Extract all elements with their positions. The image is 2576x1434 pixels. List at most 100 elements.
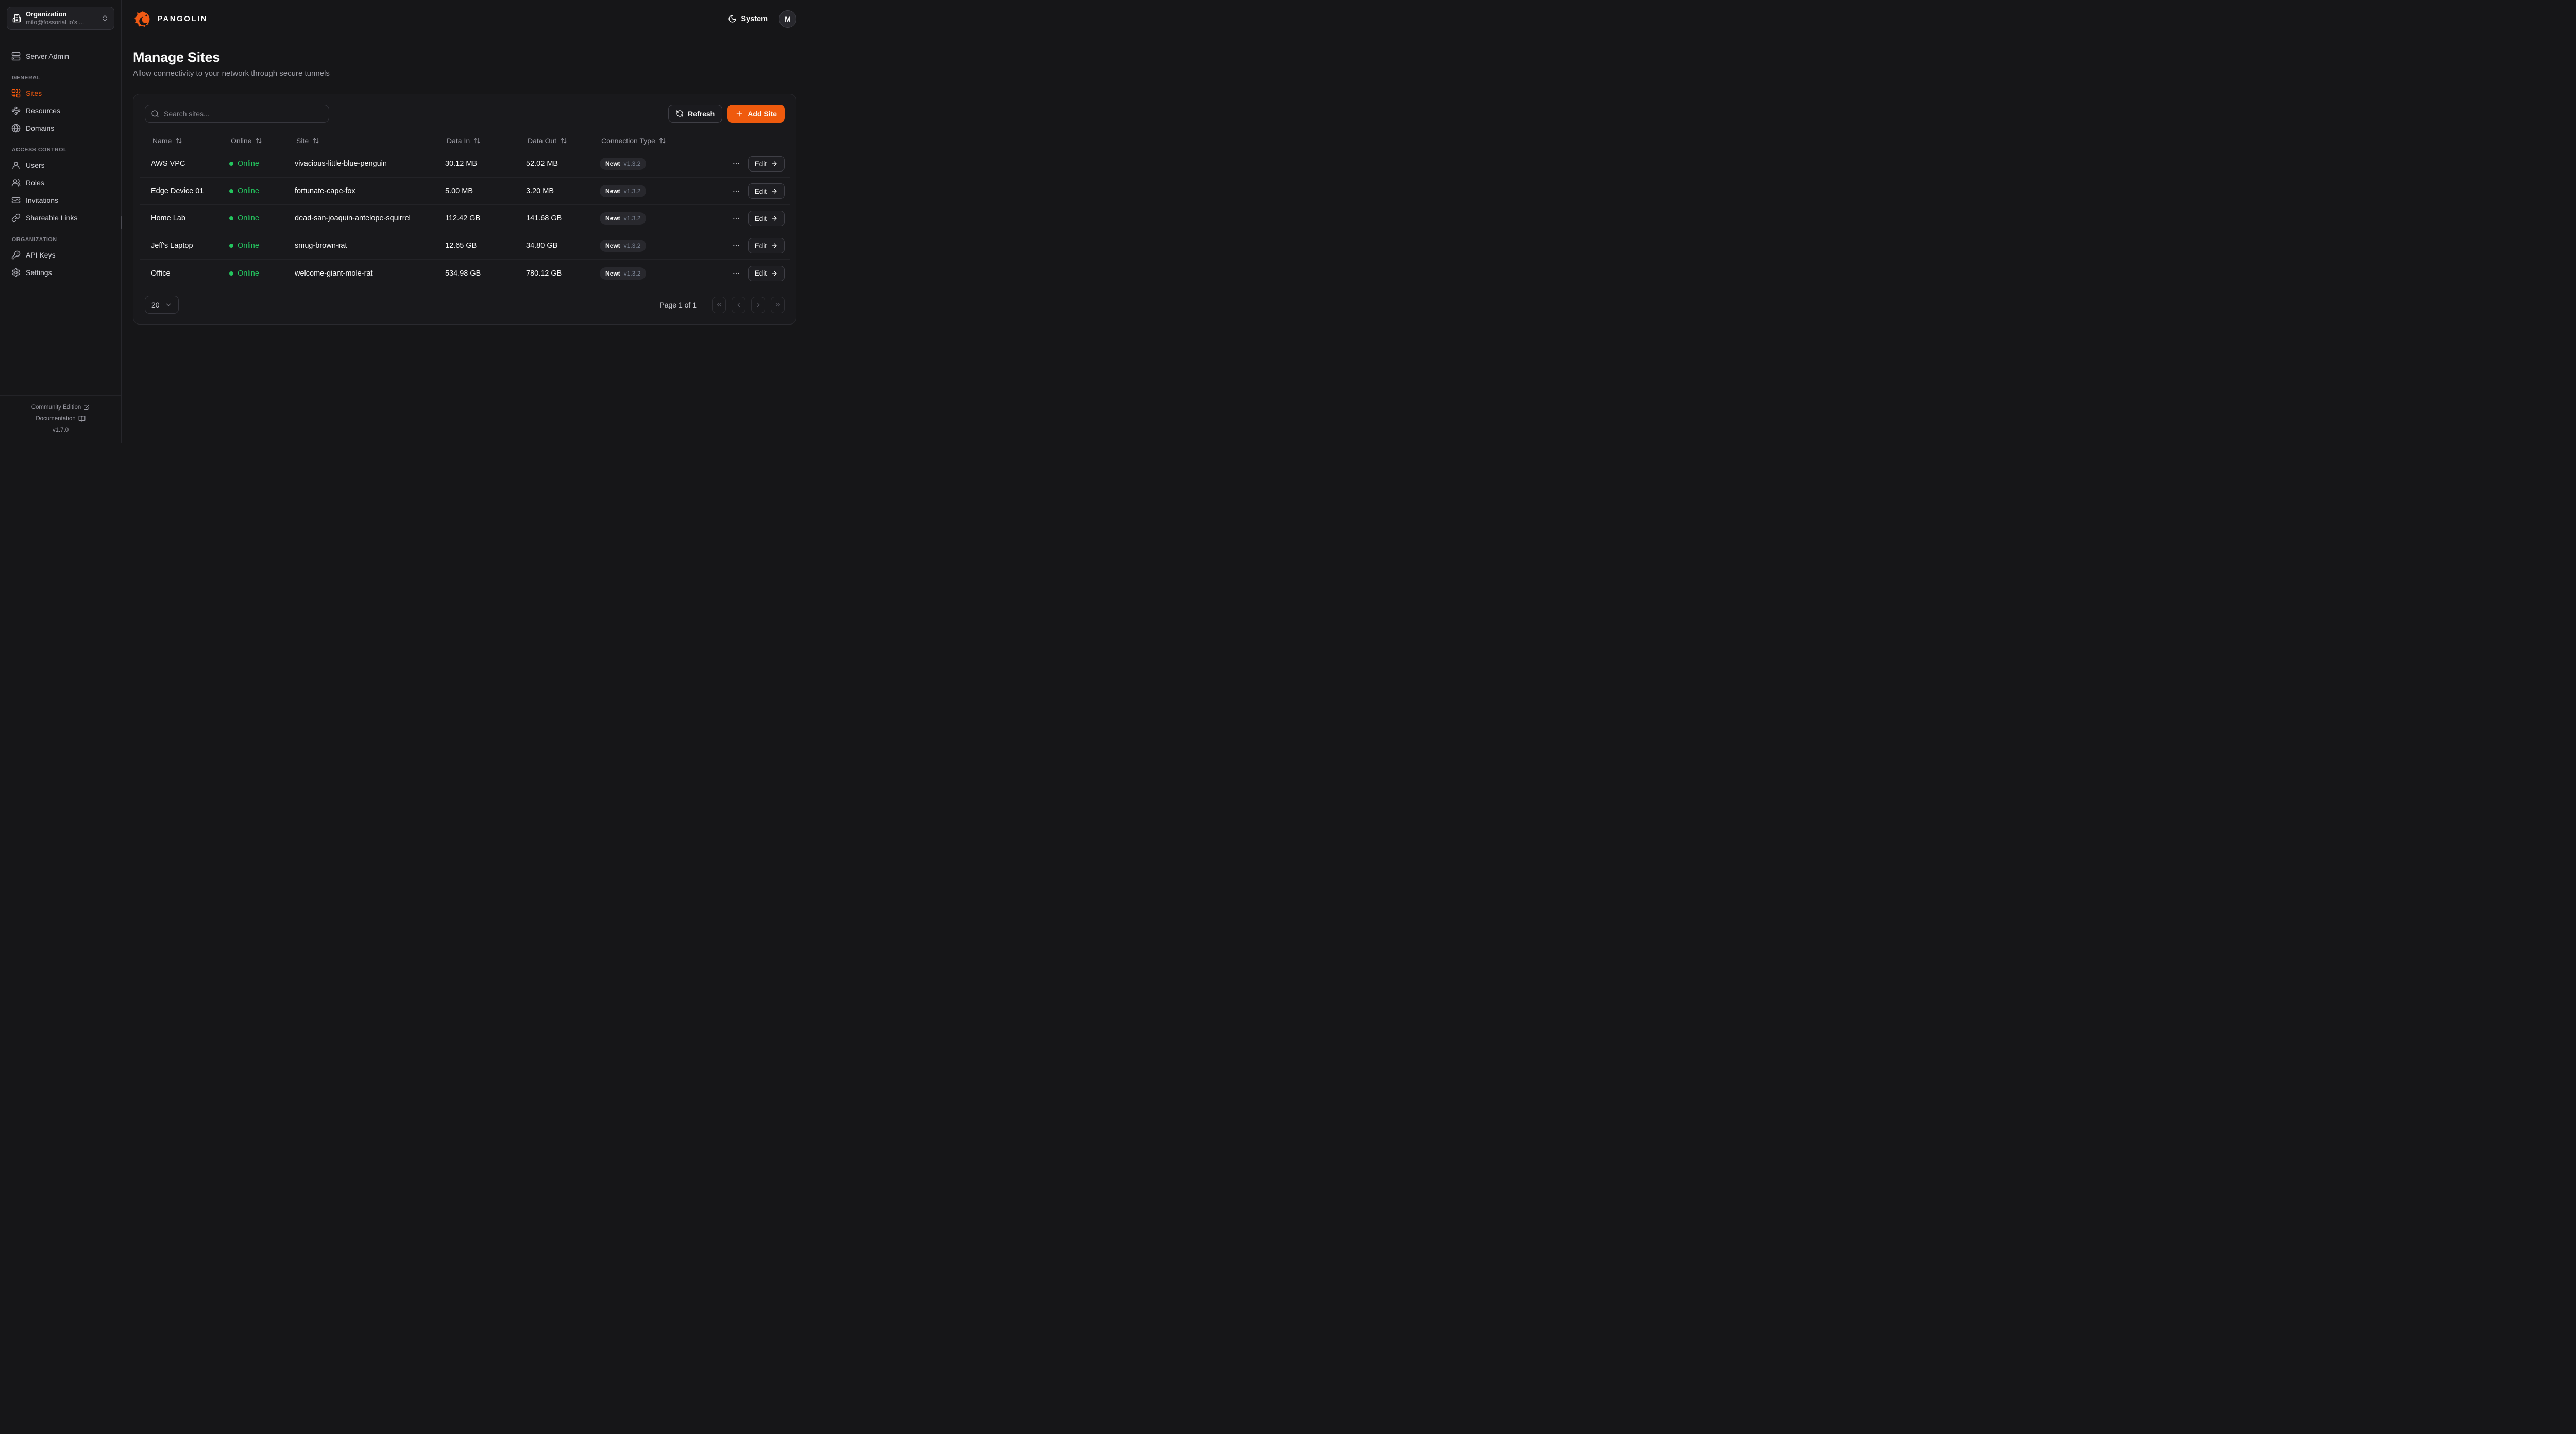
- data-out-cell: 34.80 GB: [526, 242, 558, 250]
- table-row: Jeff's Laptop Online smug-brown-rat 12.6…: [140, 232, 790, 260]
- row-edit-button[interactable]: Edit: [748, 183, 785, 199]
- community-edition-link[interactable]: Community Edition: [0, 402, 121, 413]
- sidebar-item-shareable-links[interactable]: Shareable Links: [7, 210, 114, 226]
- arrow-right-icon: [771, 270, 778, 277]
- sidebar-item-roles[interactable]: Roles: [7, 175, 114, 191]
- section-label-access-control: ACCESS CONTROL: [12, 147, 67, 153]
- org-subtitle: milo@fossorial.io's ...: [26, 19, 84, 26]
- data-in-cell: 12.65 GB: [445, 242, 477, 250]
- status-label: Online: [238, 242, 259, 250]
- column-header-name[interactable]: Name: [145, 136, 223, 145]
- row-edit-button[interactable]: Edit: [748, 238, 785, 253]
- column-header-site[interactable]: Site: [289, 136, 439, 145]
- row-more-button[interactable]: [729, 266, 743, 281]
- server-icon: [11, 52, 21, 61]
- site-slug-cell: dead-san-joaquin-antelope-squirrel: [295, 214, 411, 223]
- sort-icon: [175, 137, 182, 144]
- book-open-icon: [78, 415, 86, 422]
- search-icon: [151, 110, 159, 118]
- column-header-data-in[interactable]: Data In: [439, 136, 520, 145]
- section-label-organization: ORGANIZATION: [12, 236, 57, 243]
- next-page-button[interactable]: [751, 296, 765, 313]
- arrow-right-icon: [771, 242, 778, 249]
- sidebar-item-resources[interactable]: Resources: [7, 103, 114, 118]
- external-link-icon: [83, 404, 90, 411]
- connection-type-badge: Newt v1.3.2: [600, 212, 647, 225]
- row-edit-button[interactable]: Edit: [748, 156, 785, 172]
- connection-type-badge: Newt v1.3.2: [600, 240, 647, 252]
- theme-label: System: [741, 14, 768, 23]
- page-subtitle: Allow connectivity to your network throu…: [133, 69, 330, 78]
- combine-icon: [11, 89, 21, 98]
- refresh-button[interactable]: Refresh: [668, 105, 723, 123]
- status-cell: Online: [223, 242, 289, 250]
- sidebar-nav: Server Admin GENERAL Sites Resources Dom…: [0, 37, 121, 395]
- column-header-online[interactable]: Online: [223, 136, 289, 145]
- online-dot-icon: [229, 162, 233, 166]
- row-more-button[interactable]: [729, 184, 743, 198]
- sidebar-item-sites[interactable]: Sites: [7, 85, 114, 101]
- chevron-down-icon: [165, 301, 172, 309]
- org-title: Organization: [26, 10, 67, 18]
- arrow-right-icon: [771, 160, 778, 167]
- table-body: AWS VPC Online vivacious-little-blue-pen…: [140, 150, 790, 287]
- status-label: Online: [238, 269, 259, 278]
- site-name-cell: Home Lab: [151, 214, 185, 223]
- sidebar-item-domains[interactable]: Domains: [7, 120, 114, 136]
- previous-page-button[interactable]: [732, 296, 745, 313]
- connection-type-badge: Newt v1.3.2: [600, 267, 647, 280]
- avatar[interactable]: M: [779, 10, 796, 28]
- site-slug-cell: fortunate-cape-fox: [295, 187, 355, 195]
- chevrons-up-down-icon: [101, 14, 109, 22]
- connection-type-badge: Newt v1.3.2: [600, 158, 647, 170]
- sidebar-item-users[interactable]: Users: [7, 157, 114, 173]
- sidebar-item-invitations[interactable]: Invitations: [7, 192, 114, 208]
- page-title: Manage Sites: [133, 49, 220, 65]
- org-selector[interactable]: Organization milo@fossorial.io's ...: [7, 7, 114, 30]
- site-slug-cell: smug-brown-rat: [295, 242, 347, 250]
- page-size-select[interactable]: 20: [145, 296, 179, 314]
- site-name-cell: Edge Device 01: [151, 187, 204, 195]
- sort-icon: [255, 137, 262, 144]
- waypoints-icon: [11, 106, 21, 115]
- sidebar-item-api-keys[interactable]: API Keys: [7, 247, 114, 263]
- arrow-right-icon: [771, 187, 778, 195]
- sort-icon: [560, 137, 567, 144]
- sites-card: Refresh Add Site Name Online Site Data I…: [133, 94, 796, 325]
- row-more-button[interactable]: [729, 238, 743, 253]
- documentation-link[interactable]: Documentation: [0, 413, 121, 424]
- theme-toggle[interactable]: System: [728, 14, 768, 23]
- topbar: PANGOLIN System M: [122, 0, 808, 38]
- section-label-general: GENERAL: [12, 75, 41, 81]
- search-input[interactable]: [164, 109, 323, 118]
- sidebar-item-settings[interactable]: Settings: [7, 264, 114, 280]
- first-page-button[interactable]: [712, 296, 726, 313]
- last-page-button[interactable]: [771, 296, 785, 313]
- data-in-cell: 112.42 GB: [445, 214, 481, 223]
- connection-type-badge: Newt v1.3.2: [600, 185, 647, 197]
- link-icon: [11, 213, 21, 223]
- online-dot-icon: [229, 244, 233, 248]
- moon-icon: [728, 14, 737, 23]
- sidebar-footer: Community Edition Documentation v1.7.0: [0, 395, 121, 443]
- brand: PANGOLIN: [133, 9, 208, 29]
- sidebar-resize-handle[interactable]: [121, 216, 122, 229]
- arrow-right-icon: [771, 215, 778, 222]
- gear-icon: [11, 268, 21, 277]
- status-cell: Online: [223, 269, 289, 278]
- add-site-button[interactable]: Add Site: [727, 105, 785, 123]
- row-edit-button[interactable]: Edit: [748, 211, 785, 226]
- sidebar-item-server-admin[interactable]: Server Admin: [7, 48, 114, 64]
- column-header-connection-type[interactable]: Connection Type: [594, 136, 725, 145]
- row-more-button[interactable]: [729, 157, 743, 171]
- row-edit-button[interactable]: Edit: [748, 265, 785, 281]
- row-more-button[interactable]: [729, 211, 743, 226]
- plus-icon: [735, 110, 743, 118]
- online-dot-icon: [229, 216, 233, 220]
- status-label: Online: [238, 160, 259, 168]
- column-header-data-out[interactable]: Data Out: [520, 136, 594, 145]
- status-cell: Online: [223, 187, 289, 195]
- table-header-row: Name Online Site Data In Data Out Connec…: [140, 131, 790, 150]
- building-icon: [12, 14, 21, 23]
- user-icon: [11, 161, 21, 170]
